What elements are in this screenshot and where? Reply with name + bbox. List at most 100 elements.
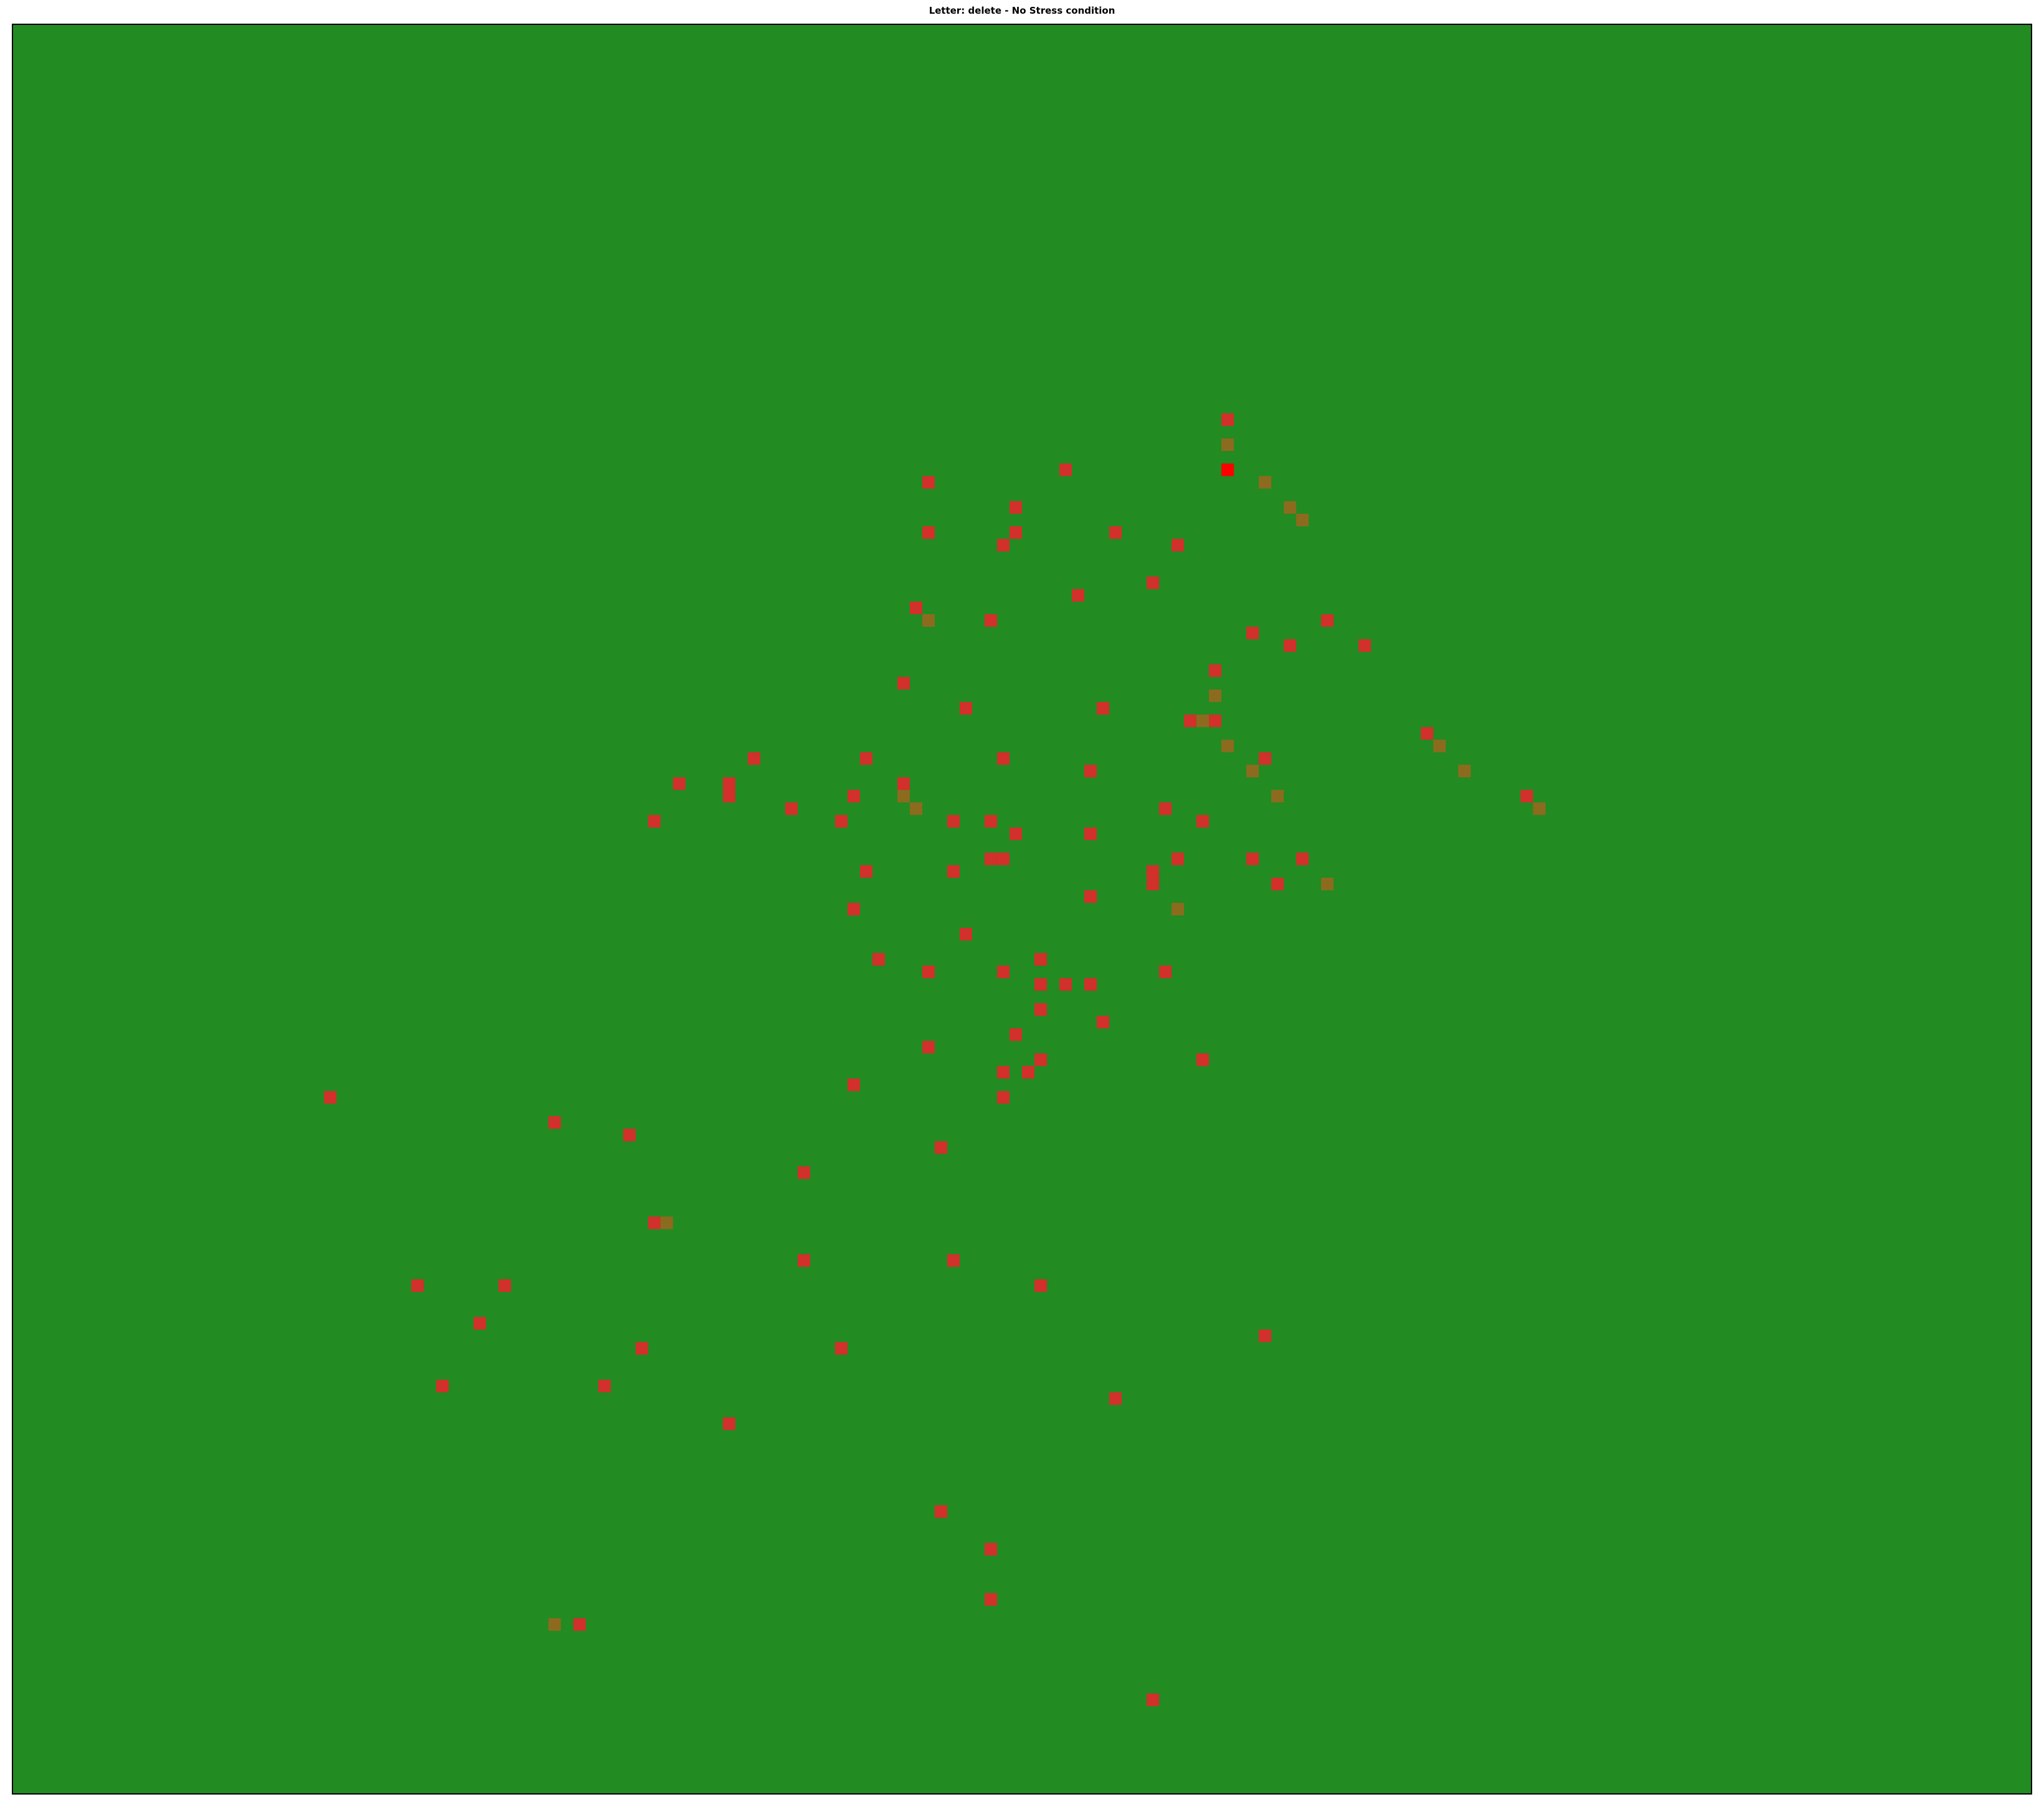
heatmap-cell-error <box>1296 852 1309 865</box>
heatmap-cell-error <box>947 1254 960 1267</box>
heatmap-cell-error <box>573 1618 586 1631</box>
heatmap-cell-mixed <box>1458 764 1471 777</box>
heatmap-cell-error <box>1421 727 1434 740</box>
heatmap-cell-error <box>1034 1003 1048 1016</box>
heatmap-cell-error <box>1147 1693 1160 1706</box>
heatmap-cell-error <box>1246 852 1259 865</box>
heatmap-cell-error <box>1034 953 1048 966</box>
heatmap-cell-mixed <box>1221 438 1234 452</box>
heatmap-cell-mixed <box>548 1618 561 1631</box>
heatmap-cell-error <box>984 815 997 828</box>
heatmap-cell-mixed <box>1271 790 1284 803</box>
heatmap-cell-error <box>1009 1028 1022 1041</box>
heatmap-cell-error <box>1147 878 1160 891</box>
heatmap-cell-error <box>623 1129 636 1142</box>
heatmap-cell-error <box>548 1116 561 1129</box>
heatmap-cell-error <box>1171 852 1185 865</box>
heatmap-cell-error <box>1009 501 1022 514</box>
heatmap-cell-mixed <box>1284 501 1297 514</box>
heatmap-cell-error <box>922 1041 935 1054</box>
heatmap-cell-error <box>1084 978 1097 991</box>
heatmap-cell-error <box>959 927 972 941</box>
heatmap-cell-error <box>835 815 848 828</box>
heatmap-cell-error <box>996 1091 1010 1104</box>
heatmap-cell-mixed <box>922 614 935 627</box>
heatmap-cell-error <box>1097 702 1110 715</box>
heatmap-cell-error <box>984 1593 997 1606</box>
heatmap-cell-error <box>635 1342 648 1355</box>
heatmap-cell-mixed <box>1221 739 1234 752</box>
heatmap-cell-error <box>673 777 686 790</box>
heatmap-cell-error <box>1358 639 1371 652</box>
plot-frame <box>12 24 2032 1795</box>
heatmap-cell-error <box>436 1380 449 1393</box>
heatmap-cell-mixed <box>1533 802 1546 815</box>
heatmap-cell-error <box>996 752 1010 765</box>
heatmap-cell-error <box>473 1317 486 1330</box>
heatmap-cell-error <box>1022 1066 1035 1079</box>
heatmap-cell-error <box>1097 1015 1110 1028</box>
heatmap-cell-error <box>947 815 960 828</box>
heatmap-cell-error <box>1221 413 1234 426</box>
heatmap-cell-error <box>1034 978 1048 991</box>
heatmap-cell-error <box>1284 639 1297 652</box>
heatmap-cell-error <box>1059 978 1072 991</box>
heatmap-cell-error <box>598 1380 611 1393</box>
heatmap-background <box>12 24 2032 1794</box>
heatmap-cell-error <box>984 852 997 865</box>
heatmap-cell-error <box>1259 1329 1272 1342</box>
heatmap-cell-error <box>1184 714 1197 728</box>
heatmap-cell-error <box>984 1543 997 1556</box>
heatmap-cell-error <box>1084 827 1097 840</box>
heatmap-cell-error <box>934 1141 947 1154</box>
heatmap-cell-error <box>1196 1053 1209 1066</box>
heatmap-cell-mixed <box>660 1217 673 1230</box>
heatmap-cell-error <box>1009 526 1022 539</box>
heatmap-cell-error <box>934 1505 947 1518</box>
heatmap-cell-mixed <box>1171 903 1185 916</box>
heatmap-cell-mixed <box>1196 714 1209 728</box>
heatmap-cell-error <box>996 965 1010 979</box>
heatmap-cell-error <box>1246 627 1259 640</box>
heatmap-cell-error <box>996 852 1010 865</box>
heatmap-cell-error <box>859 865 873 878</box>
heatmap-cell-mixed <box>1321 878 1334 891</box>
heatmap-cell-error <box>648 815 661 828</box>
heatmap-cell-error <box>947 865 960 878</box>
heatmap-cell-error <box>1271 878 1284 891</box>
heatmap-cell-error <box>1147 865 1160 878</box>
heatmap-cell-error <box>1059 463 1072 477</box>
heatmap-cell-error <box>1321 614 1334 627</box>
heatmap-cell-error <box>1159 802 1172 815</box>
heatmap-cell-error <box>922 476 935 489</box>
heatmap-cell-error <box>909 601 922 614</box>
heatmap-cell-error <box>1171 539 1185 552</box>
heatmap-cell-error <box>1072 589 1085 602</box>
heatmap-cell-error <box>498 1279 511 1292</box>
heatmap-cell-error <box>1109 1392 1122 1405</box>
heatmap-cell-error <box>1084 764 1097 777</box>
heatmap-cell-error <box>835 1342 848 1355</box>
heatmap-cell-error <box>922 526 935 539</box>
heatmap-cell-error <box>722 790 736 803</box>
heatmap-cell-error <box>996 1066 1010 1079</box>
heatmap-cell-error <box>797 1254 810 1267</box>
heatmap-cells <box>324 413 1546 1706</box>
heatmap-cell-error <box>847 1078 860 1091</box>
heatmap-cell-error <box>1034 1279 1048 1292</box>
heatmap-cell-error <box>722 1417 736 1430</box>
heatmap-cell-error <box>1259 752 1272 765</box>
heatmap-cell-error <box>1034 1053 1048 1066</box>
heatmap-cell-error <box>1520 790 1533 803</box>
heatmap-cell-mixed <box>1433 739 1446 752</box>
heatmap-cell-error <box>324 1091 337 1104</box>
heatmap-cell-error <box>648 1217 661 1230</box>
heatmap-cell-error <box>785 802 798 815</box>
heatmap-cell-error <box>847 790 860 803</box>
heatmap-cell-error <box>1147 576 1160 589</box>
heatmap-cell-max <box>1221 463 1234 477</box>
heatmap-cell-error <box>722 777 736 790</box>
heatmap-cell-error <box>897 777 910 790</box>
heatmap-cell-mixed <box>897 790 910 803</box>
